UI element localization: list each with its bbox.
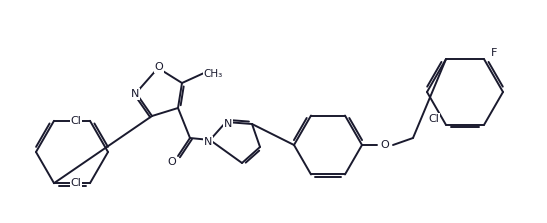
Text: CH₃: CH₃	[203, 69, 223, 79]
Text: Cl: Cl	[428, 114, 439, 124]
Text: N: N	[204, 137, 212, 147]
Text: Cl: Cl	[71, 116, 82, 126]
Text: O: O	[381, 140, 389, 150]
Text: O: O	[167, 157, 176, 167]
Text: F: F	[491, 48, 497, 58]
Text: Cl: Cl	[71, 178, 82, 188]
Text: N: N	[131, 89, 139, 99]
Text: O: O	[155, 62, 164, 72]
Text: N: N	[224, 119, 232, 129]
